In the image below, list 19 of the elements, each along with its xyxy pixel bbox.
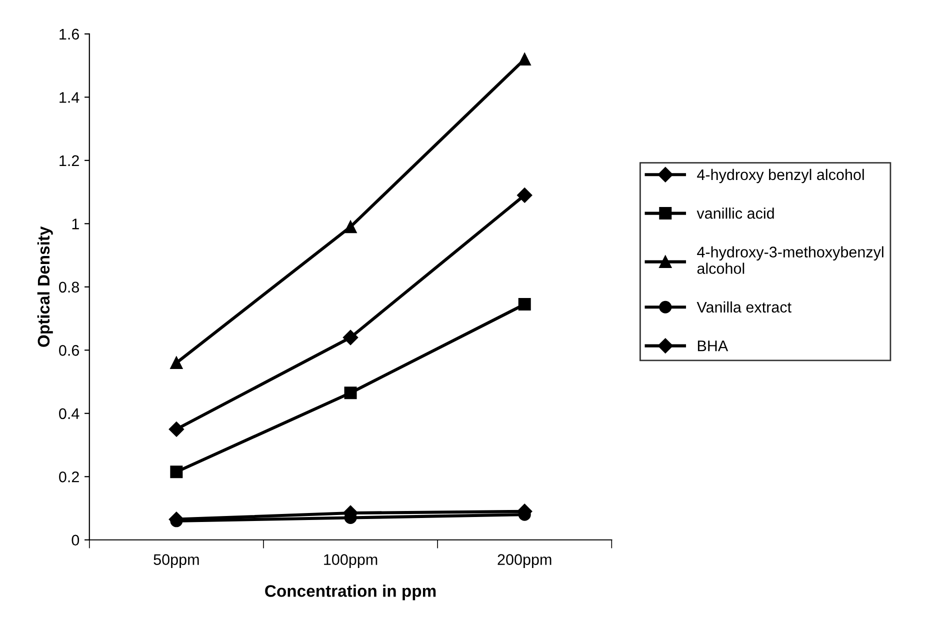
y-tick-label: 1.4: [60, 92, 80, 103]
x-tick-label: 200ppm: [498, 554, 552, 568]
y-tick-label: 0: [72, 534, 80, 546]
x-tick-label: 50ppm: [154, 554, 199, 568]
y-tick-label: 1.6: [60, 28, 80, 40]
y-tick-label: 1: [72, 218, 79, 230]
legend-label: Vanilla extract: [696, 301, 792, 313]
y-tick-label: 0.4: [59, 408, 80, 420]
y-tick-label: 1.2: [60, 155, 79, 166]
y-tick-label: 0.6: [59, 345, 80, 356]
y-tick-label: 0.8: [59, 282, 80, 293]
legend-label: vanillic acid: [696, 208, 774, 219]
legend-label: 4-hydroxy benzyl alcohol: [697, 168, 864, 184]
y-axis-title: Optical Density: [37, 226, 53, 347]
y-tick-label: 0.2: [59, 472, 79, 482]
legend-label: BHA: [698, 340, 728, 352]
legend-label: 4-hydroxy-3-methoxybenzyl alcohol: [697, 246, 884, 274]
x-axis-title: Concentration in ppm: [265, 584, 436, 600]
x-tick-label: 100ppm: [324, 554, 378, 568]
